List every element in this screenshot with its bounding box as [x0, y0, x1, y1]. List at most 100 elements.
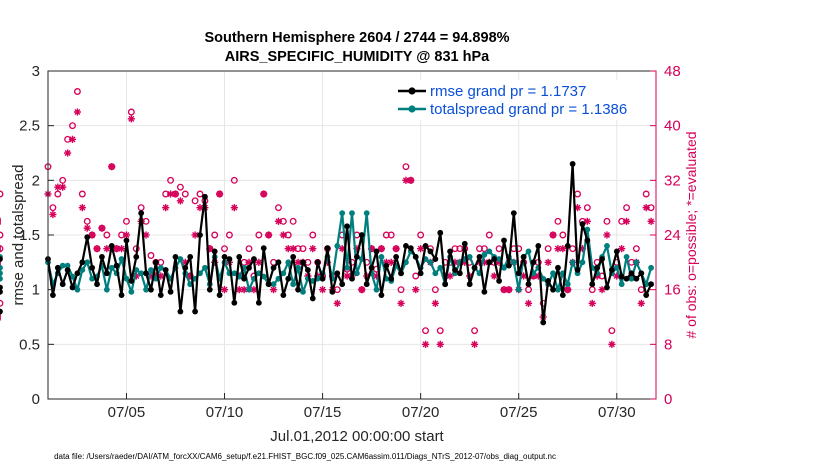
evaluated-obs-point: [318, 286, 327, 294]
rmse-point: [589, 281, 596, 288]
totalspread-point: [118, 256, 125, 262]
evaluated-obs-point: [431, 299, 439, 307]
evaluated-obs-point: [265, 231, 273, 239]
totalspread-point: [613, 264, 620, 271]
evaluated-obs-stroke: [118, 245, 125, 252]
rmse-point: [216, 292, 223, 299]
evaluated-obs-stroke: [49, 211, 56, 218]
evaluated-obs-stroke: [334, 300, 341, 307]
possible-obs-point: [485, 231, 493, 239]
possible-obs-point: [0, 299, 4, 307]
possible-obs-point: [73, 88, 81, 95]
rmse-point: [206, 286, 213, 293]
legend-label-rmse: rmse grand pr = 1.1737: [430, 83, 586, 100]
rmse-point: [461, 240, 468, 247]
possible-obs-point: [181, 190, 189, 198]
rmse-point: [177, 308, 184, 315]
rmse-point: [79, 259, 86, 266]
rmse-point: [437, 229, 444, 236]
rmse-point: [559, 292, 566, 299]
rmse-point: [172, 253, 179, 260]
x-tick-label: 07/15: [304, 404, 342, 421]
evaluated-obs-stroke: [559, 245, 566, 252]
evaluated-obs-point: [162, 204, 170, 212]
possible-obs-point: [608, 327, 616, 335]
rmse-point: [608, 267, 615, 273]
evaluated-obs-stroke: [491, 272, 498, 280]
evaluated-obs-point: [490, 272, 498, 280]
possible-obs-point: [422, 327, 429, 335]
evaluated-obs-point: [358, 286, 366, 294]
rmse-point: [442, 281, 449, 288]
possible-obs-point: [417, 231, 425, 239]
x-tick-label: 07/25: [500, 404, 538, 421]
rmse-point: [138, 210, 145, 217]
totalspread-point: [525, 248, 532, 255]
rmse-point: [530, 259, 537, 266]
evaluated-obs-stroke: [344, 272, 351, 280]
possible-obs-point: [0, 231, 4, 239]
possible-obs-point: [623, 204, 631, 212]
y-right-tick-label: 0: [664, 391, 672, 408]
evaluated-obs-stroke: [295, 259, 302, 266]
rmse-point: [476, 253, 483, 260]
evaluated-obs-stroke: [172, 190, 179, 198]
totalspread-point: [280, 270, 287, 277]
legend-label-totalspread: totalspread grand pr = 1.1386: [430, 101, 627, 118]
evaluated-obs-point: [412, 286, 420, 294]
rmse-point: [594, 264, 601, 271]
evaluated-obs-point: [642, 204, 650, 212]
evaluated-obs-stroke: [599, 286, 606, 293]
evaluated-obs-stroke: [59, 184, 66, 191]
rmse-point: [496, 278, 502, 284]
evaluated-obs-stroke: [255, 259, 262, 266]
rmse-point: [187, 253, 194, 260]
rmse-point: [59, 281, 66, 288]
rmse-point: [167, 288, 174, 295]
y-axis-label: rmse and totalspread: [10, 165, 27, 306]
rmse-point: [157, 292, 164, 299]
rmse-point: [197, 232, 203, 238]
totalspread-point: [79, 267, 86, 273]
evaluated-obs-stroke: [550, 231, 557, 239]
rmse-point: [515, 270, 522, 277]
evaluated-obs-point: [392, 245, 400, 253]
evaluated-obs-stroke: [447, 272, 454, 280]
rmse-point: [638, 270, 645, 277]
totalspread-point: [569, 259, 576, 266]
totalspread-point: [246, 286, 252, 293]
possible-obs-point: [471, 327, 479, 335]
evaluated-obs-stroke: [270, 286, 277, 293]
possible-obs-point: [309, 231, 317, 239]
rmse-point: [628, 270, 635, 277]
rmse-point: [456, 270, 463, 277]
totalspread-point: [270, 281, 277, 288]
rmse-point: [0, 288, 3, 295]
possible-obs-point: [382, 231, 390, 239]
totalspread-point: [501, 264, 507, 271]
evaluated-obs-stroke: [525, 300, 532, 307]
possible-obs-point: [127, 108, 135, 116]
rmse-point: [143, 270, 149, 277]
evaluated-obs-stroke: [437, 341, 444, 348]
x-axis-label: Jul.01,2012 00:00:00 start: [270, 428, 444, 445]
rmse-point: [466, 281, 473, 288]
rmse-point: [623, 275, 630, 282]
totalspread-point: [231, 270, 238, 277]
totalspread-point: [604, 243, 610, 249]
rmse-point: [339, 281, 346, 288]
evaluated-obs-point: [397, 299, 405, 307]
rmse-point: [182, 264, 189, 271]
evaluated-obs-point: [250, 286, 258, 294]
rmse-point: [368, 264, 375, 271]
evaluated-obs-point: [637, 299, 645, 307]
totalspread-point: [510, 259, 517, 266]
evaluated-obs-stroke: [103, 245, 110, 252]
rmse-point: [314, 259, 321, 266]
y-tick-label: 0: [32, 391, 40, 408]
possible-obs-point: [221, 245, 228, 253]
rmse-point: [599, 256, 605, 262]
totalspread-point: [74, 286, 81, 293]
evaluated-obs-stroke: [500, 286, 508, 293]
totalspread-point: [89, 275, 96, 282]
